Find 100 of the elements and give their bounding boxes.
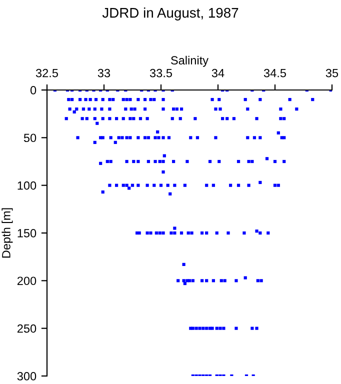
point — [172, 160, 176, 164]
point — [282, 136, 286, 140]
point — [247, 160, 250, 164]
point — [130, 184, 134, 187]
point — [136, 160, 140, 164]
point — [212, 184, 215, 187]
point — [114, 117, 118, 120]
point — [154, 136, 157, 140]
point — [109, 136, 112, 140]
point — [214, 108, 218, 111]
point — [64, 117, 68, 120]
y-tick-label: 150 — [18, 229, 36, 238]
point — [252, 136, 256, 140]
point — [159, 184, 163, 187]
x-tick-label: 33.5 — [150, 68, 172, 78]
point — [132, 160, 136, 164]
point — [182, 279, 186, 282]
point — [67, 98, 70, 102]
x-tick-label: 34.5 — [264, 68, 286, 78]
x-tick-label: 32.5 — [36, 68, 58, 78]
point — [194, 326, 198, 330]
point — [143, 108, 147, 111]
y-axis-title: Depth [m] — [2, 208, 13, 258]
point — [226, 231, 230, 235]
y-tick-label: 0 — [30, 86, 36, 94]
point — [255, 230, 258, 233]
point — [180, 108, 184, 111]
point — [250, 160, 254, 164]
point — [210, 98, 214, 102]
point — [125, 160, 128, 164]
point — [108, 117, 112, 120]
point — [258, 136, 262, 140]
point — [173, 231, 176, 235]
point — [247, 184, 250, 187]
point — [93, 108, 96, 111]
point — [106, 160, 109, 164]
point — [246, 108, 250, 111]
point — [149, 231, 152, 235]
point — [214, 136, 218, 140]
point — [101, 117, 104, 120]
point — [88, 98, 92, 102]
point — [154, 160, 157, 164]
x-tick-label: 33 — [98, 68, 110, 78]
point — [266, 231, 270, 235]
point — [130, 108, 133, 111]
point — [186, 231, 190, 235]
point — [117, 136, 120, 140]
point — [93, 117, 96, 120]
point — [172, 108, 176, 111]
point — [143, 136, 147, 140]
point — [255, 117, 258, 120]
point — [149, 98, 152, 102]
point — [136, 184, 140, 187]
point — [232, 117, 236, 120]
point — [218, 160, 221, 164]
point — [218, 98, 221, 102]
point — [178, 117, 182, 120]
point — [146, 160, 150, 164]
point — [72, 110, 76, 114]
point — [170, 231, 173, 235]
point — [154, 231, 158, 235]
point — [146, 231, 149, 235]
point — [100, 108, 104, 111]
point — [78, 98, 82, 102]
point — [125, 136, 128, 140]
point — [191, 279, 194, 282]
y-tick-label: 100 — [18, 181, 36, 190]
point — [279, 117, 282, 120]
x-tick-label: 34 — [212, 68, 224, 78]
point — [133, 108, 136, 111]
point — [258, 180, 262, 184]
point — [218, 326, 222, 330]
point — [258, 98, 262, 102]
point — [156, 130, 160, 134]
point — [311, 98, 314, 102]
point — [88, 108, 91, 111]
point — [125, 184, 128, 187]
point — [189, 136, 192, 140]
point — [288, 98, 292, 102]
point — [276, 184, 280, 187]
point — [175, 108, 179, 111]
point — [162, 136, 165, 140]
point — [114, 140, 117, 144]
point — [198, 326, 202, 330]
point — [136, 136, 140, 140]
y-tick-label: 300 — [17, 372, 36, 380]
point — [215, 231, 218, 235]
point — [246, 136, 250, 140]
point — [70, 98, 74, 102]
point — [132, 117, 136, 120]
point — [222, 326, 226, 330]
point — [236, 160, 240, 164]
point — [205, 231, 208, 235]
point — [282, 160, 286, 164]
point — [256, 279, 260, 282]
point — [146, 117, 149, 120]
point — [82, 108, 86, 111]
point — [108, 184, 112, 187]
y-tick-label: 250 — [17, 324, 36, 333]
point — [146, 184, 149, 187]
